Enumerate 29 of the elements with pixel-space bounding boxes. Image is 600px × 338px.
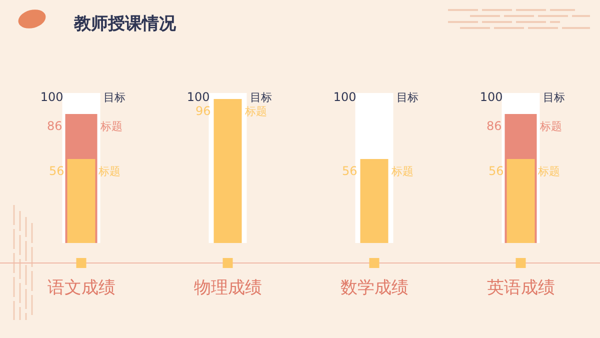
- data-label: 56: [342, 164, 358, 178]
- x-tick-label: 数学成绩: [340, 278, 408, 298]
- text: 目标: [396, 91, 418, 104]
- x-tick-label: 物理成绩: [194, 278, 262, 298]
- data-label: 86: [486, 119, 502, 133]
- x-tick-label: 语文成绩: [47, 278, 116, 298]
- series-label: 目标: [103, 91, 126, 104]
- series-label: 标题: [99, 120, 122, 133]
- data-label: 100: [480, 90, 503, 104]
- text: 标题: [244, 105, 267, 118]
- bar: [360, 159, 388, 243]
- chart-title: 教师授课情况: [73, 14, 177, 34]
- data-label: 86: [46, 119, 62, 133]
- data-label: 96: [195, 104, 211, 118]
- text: 目标: [250, 91, 272, 104]
- data-label: 56: [488, 164, 504, 178]
- bar: [67, 159, 96, 243]
- text: 标题: [540, 120, 562, 133]
- x-tick-label: 英语成绩: [486, 278, 555, 298]
- bar: [506, 159, 535, 243]
- text: 标题: [391, 165, 414, 178]
- data-label: 56: [48, 164, 64, 178]
- bar: [214, 99, 242, 243]
- data-label: 100: [186, 90, 210, 104]
- data-label: 100: [40, 90, 64, 104]
- series-label: 标题: [97, 165, 120, 178]
- text: 目标: [542, 91, 565, 104]
- text: 标题: [538, 165, 560, 178]
- data-label: 100: [333, 90, 356, 104]
